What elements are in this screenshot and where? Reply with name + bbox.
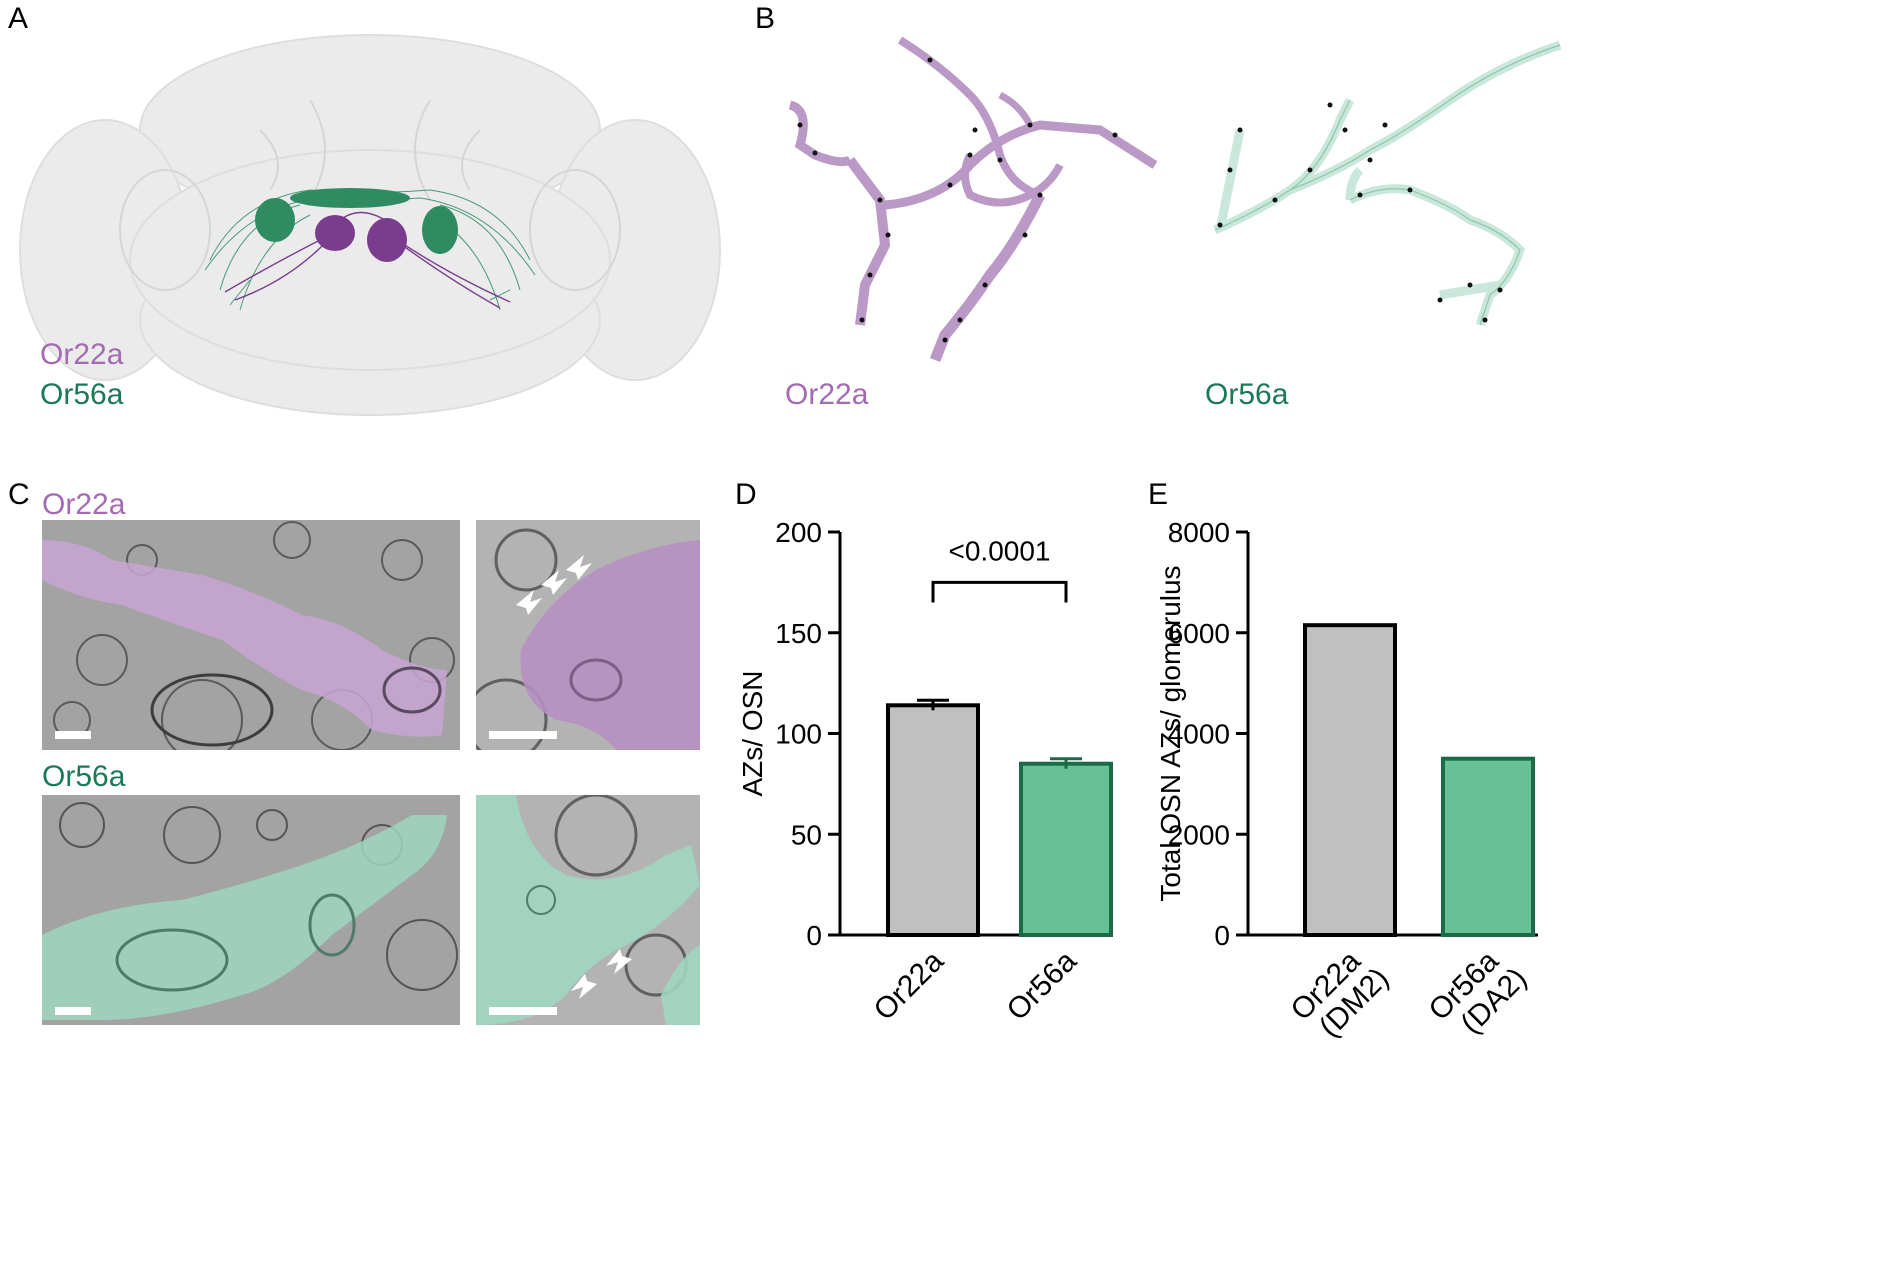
scale-bar-c1 [55, 731, 91, 739]
chart-d: 0 50 100 150 200 AZs/ OSN Or22a Or56a <0.0001 [740, 517, 1113, 1027]
y-tick-label: 150 [775, 618, 822, 649]
panel-d-letter: D [735, 478, 757, 511]
label-or56a-b: Or56a [1205, 378, 1289, 411]
scale-bar-c2 [489, 731, 557, 739]
x-category-label-0: Or22a(DM2) [1285, 939, 1396, 1050]
em-or56a-overview [42, 795, 460, 1025]
legend-or22a: Or22a [40, 338, 124, 371]
y-tick-label: 200 [775, 517, 822, 548]
x-category-label-1: Or56a [1001, 944, 1084, 1027]
panel-b-letter: B [755, 2, 776, 35]
y-axis-label: AZs/ OSN [740, 670, 768, 796]
y-tick-label: 2000 [1168, 819, 1230, 850]
bar-1 [1441, 756, 1535, 937]
x-category-label-0: Or22a [868, 944, 951, 1027]
panel-c-letter: C [8, 478, 30, 511]
scale-bar-c3 [55, 1007, 91, 1015]
legend-or56a: Or56a [40, 378, 124, 411]
x-category-label-1: Or56a(DA2) [1423, 939, 1534, 1050]
em-or22a-zoom [476, 520, 700, 750]
p-value-annotation: <0.0001 [949, 535, 1051, 566]
chart-e: 0 2000 4000 6000 8000 Total OSN AZs/ glomerul… [1155, 517, 1538, 1050]
y-tick-label: 0 [1214, 920, 1230, 951]
or22a-reconstruction [788, 36, 1158, 363]
scale-bar-c4 [489, 1007, 557, 1015]
bar-1 [1019, 761, 1113, 937]
y-tick-label: 100 [775, 719, 822, 750]
em-or22a-overview [42, 520, 460, 750]
y-tick-label: 4000 [1168, 719, 1230, 750]
panel-e-letter: E [1148, 478, 1169, 511]
label-or22a-b: Or22a [785, 378, 869, 411]
bar-0 [1303, 623, 1397, 937]
y-tick-label: 8000 [1168, 517, 1230, 548]
y-tick-label: 0 [806, 920, 822, 951]
bar-0 [886, 703, 980, 937]
y-tick-label: 6000 [1168, 618, 1230, 649]
em-or56a-zoom [476, 795, 700, 1025]
row-label-or56a: Or56a [42, 760, 126, 793]
panel-a-letter: A [8, 2, 29, 35]
brain-rendering [19, 34, 721, 416]
x-category-line: Or22a [868, 944, 951, 1027]
or56a-reconstruction [1213, 40, 1562, 327]
y-axis-label: Total OSN AZs/ glomerulus [1155, 565, 1186, 901]
y-tick-label: 50 [791, 819, 822, 850]
row-label-or22a: Or22a [42, 488, 126, 521]
x-category-line: Or56a [1001, 944, 1084, 1027]
significance-bracket [931, 580, 1068, 603]
